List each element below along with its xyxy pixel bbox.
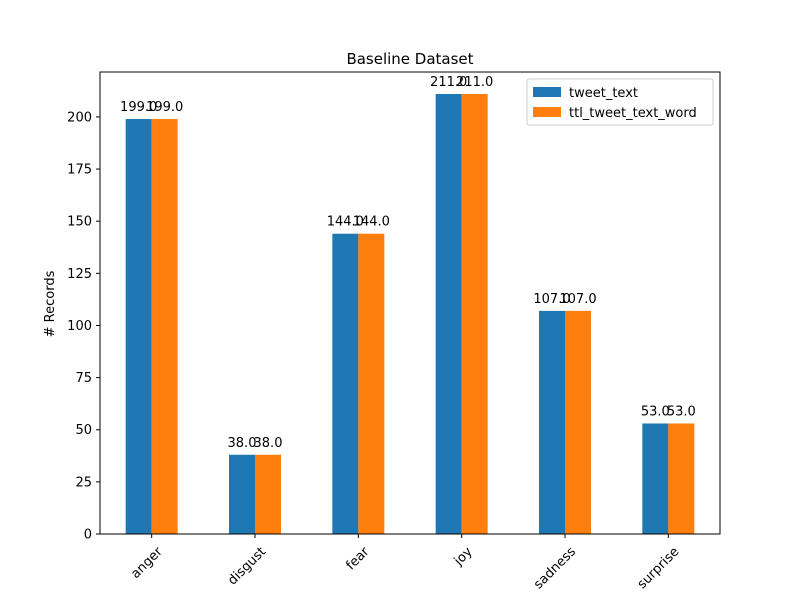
x-tick-label: disgust bbox=[225, 544, 269, 588]
x-axis: anger disgust fear joy sadness surprise bbox=[128, 534, 682, 592]
bar-value-label: 107.0 bbox=[533, 292, 570, 307]
bar-tweet_text-surprise bbox=[642, 423, 669, 534]
legend-label: ttl_tweet_text_word bbox=[569, 106, 697, 121]
x-tick-label: surprise bbox=[635, 544, 683, 592]
bar-tweet_text-fear bbox=[332, 233, 359, 534]
y-tick-label: 100 bbox=[67, 319, 92, 334]
bar-value-label: 144.0 bbox=[353, 215, 390, 230]
bar-tweet_text-sadness bbox=[539, 310, 565, 534]
x-tick-label: sadness bbox=[531, 544, 579, 592]
y-tick-label: 50 bbox=[75, 423, 92, 438]
bar-ttl_tweet_text_word-sadness bbox=[565, 310, 591, 534]
plot-frame bbox=[99, 71, 721, 535]
bar-value-label: 107.0 bbox=[559, 292, 596, 307]
bar-ttl_tweet_text_word-joy bbox=[461, 94, 488, 534]
x-tick-label: joy bbox=[451, 544, 476, 569]
legend-swatch-tweet_text bbox=[533, 87, 561, 97]
chart-title: Baseline Dataset bbox=[346, 50, 473, 68]
bar-tweet_text-anger bbox=[125, 119, 152, 535]
bar-ttl_tweet_text_word-anger bbox=[151, 119, 178, 535]
x-tick-label: anger bbox=[128, 544, 166, 582]
y-tick-label: 125 bbox=[67, 267, 92, 282]
bar-value-label: 199.0 bbox=[120, 100, 157, 115]
bar-ttl_tweet_text_word-disgust bbox=[255, 454, 281, 534]
bars-group bbox=[125, 94, 695, 535]
bar-value-label: 53.0 bbox=[667, 404, 696, 419]
bar-value-label: 211.0 bbox=[456, 75, 493, 90]
bar-value-label: 38.0 bbox=[254, 436, 283, 451]
y-tick-label: 150 bbox=[67, 215, 92, 230]
y-tick-label: 25 bbox=[75, 475, 92, 490]
y-axis: 0 25 50 75 100 125 150 175 200 bbox=[67, 110, 100, 543]
legend-swatch-ttl_tweet_text_word bbox=[533, 107, 561, 117]
legend: tweet_text ttl_tweet_text_word bbox=[526, 78, 714, 126]
legend-box bbox=[526, 78, 714, 126]
y-tick-label: 200 bbox=[67, 110, 92, 125]
y-tick-label: 175 bbox=[67, 163, 92, 178]
x-tick-label: fear bbox=[343, 544, 372, 573]
bar-value-label: 38.0 bbox=[228, 436, 257, 451]
bar-ttl_tweet_text_word-surprise bbox=[668, 423, 695, 534]
bar-tweet_text-disgust bbox=[229, 454, 255, 534]
bar-tweet_text-joy bbox=[435, 94, 462, 534]
y-tick-label: 0 bbox=[84, 528, 92, 543]
y-axis-label: # Records bbox=[43, 270, 58, 337]
bar-ttl_tweet_text_word-fear bbox=[358, 233, 385, 534]
bar-value-label: 211.0 bbox=[430, 75, 467, 90]
bar-value-label: 199.0 bbox=[146, 100, 183, 115]
y-tick-label: 75 bbox=[75, 371, 92, 386]
legend-label: tweet_text bbox=[569, 86, 638, 101]
bar-value-label: 53.0 bbox=[641, 404, 670, 419]
bar-value-label: 144.0 bbox=[327, 215, 364, 230]
